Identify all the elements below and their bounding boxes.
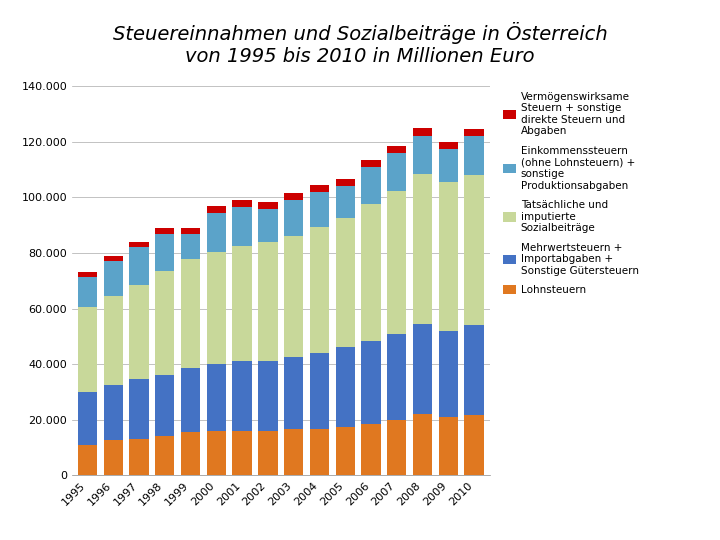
Bar <box>310 429 329 475</box>
Bar <box>78 272 97 276</box>
Bar <box>284 429 303 475</box>
Bar <box>155 375 174 436</box>
Bar <box>438 142 458 149</box>
Bar <box>130 380 149 439</box>
Bar <box>233 431 252 475</box>
Bar <box>155 436 174 475</box>
Bar <box>284 357 303 429</box>
Bar <box>438 182 458 331</box>
Bar <box>181 228 200 234</box>
Bar <box>284 193 303 200</box>
Bar <box>361 341 381 424</box>
Bar <box>78 276 97 307</box>
Bar <box>181 259 200 368</box>
Bar <box>336 347 355 427</box>
Bar <box>258 361 278 431</box>
Bar <box>130 439 149 475</box>
Bar <box>413 128 432 137</box>
Bar <box>284 237 303 357</box>
Bar <box>413 324 432 414</box>
Bar <box>104 385 123 441</box>
Bar <box>130 242 149 247</box>
Bar <box>181 368 200 432</box>
Bar <box>155 228 174 234</box>
Legend: Vermögenswirksame
Steuern + sonstige
direkte Steuern und
Abgaben, Einkommenssteu: Vermögenswirksame Steuern + sonstige dir… <box>503 92 639 295</box>
Bar <box>387 153 407 191</box>
Bar <box>336 179 355 186</box>
Bar <box>104 296 123 385</box>
Bar <box>233 207 252 246</box>
Bar <box>104 261 123 296</box>
Bar <box>387 191 407 334</box>
Bar <box>207 252 226 364</box>
Bar <box>361 205 381 341</box>
Bar <box>207 206 226 213</box>
Bar <box>284 200 303 237</box>
Bar <box>310 353 329 429</box>
Bar <box>155 271 174 375</box>
Bar <box>361 424 381 475</box>
Bar <box>413 137 432 174</box>
Bar <box>361 160 381 167</box>
Bar <box>387 420 407 475</box>
Bar <box>258 208 278 242</box>
Bar <box>258 431 278 475</box>
Bar <box>464 415 484 475</box>
Bar <box>78 307 97 392</box>
Bar <box>464 130 484 137</box>
Bar <box>104 441 123 475</box>
Bar <box>438 417 458 475</box>
Bar <box>336 427 355 475</box>
Bar <box>233 361 252 431</box>
Bar <box>438 331 458 417</box>
Bar <box>181 234 200 259</box>
Bar <box>387 334 407 420</box>
Bar <box>361 167 381 205</box>
Bar <box>464 325 484 415</box>
Bar <box>336 186 355 218</box>
Bar <box>233 246 252 361</box>
Bar <box>207 431 226 475</box>
Bar <box>413 414 432 475</box>
Bar <box>233 200 252 207</box>
Bar <box>181 432 200 475</box>
Text: Steuereinnahmen und Sozialbeiträge in Österreich
von 1995 bis 2010 in Millionen : Steuereinnahmen und Sozialbeiträge in Ös… <box>112 22 608 65</box>
Bar <box>336 218 355 347</box>
Bar <box>130 247 149 285</box>
Bar <box>464 176 484 325</box>
Bar <box>464 137 484 176</box>
Bar <box>104 256 123 261</box>
Bar <box>310 185 329 192</box>
Bar <box>438 149 458 182</box>
Bar <box>155 234 174 271</box>
Bar <box>413 174 432 324</box>
Bar <box>258 242 278 361</box>
Bar <box>310 227 329 353</box>
Bar <box>78 444 97 475</box>
Bar <box>258 201 278 208</box>
Bar <box>78 392 97 444</box>
Bar <box>130 285 149 380</box>
Bar <box>207 213 226 252</box>
Bar <box>310 192 329 227</box>
Bar <box>207 364 226 431</box>
Bar <box>387 146 407 153</box>
